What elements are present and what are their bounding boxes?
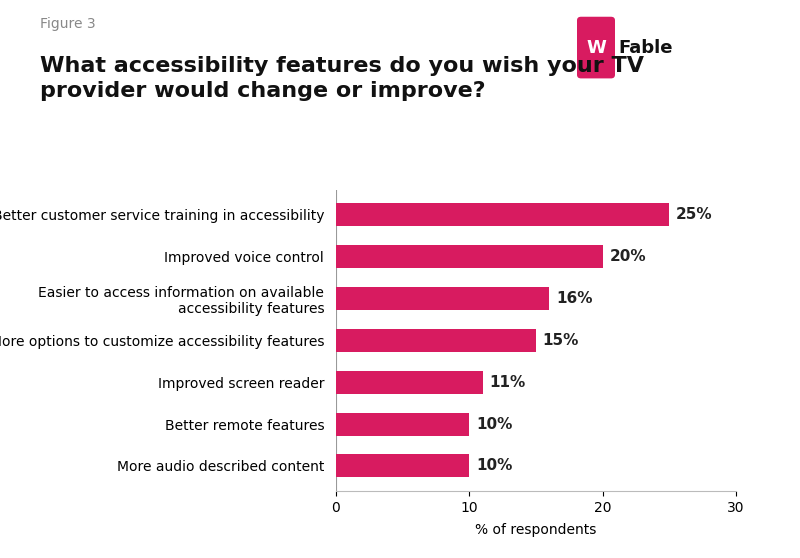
Text: What accessibility features do you wish your TV
provider would change or improve: What accessibility features do you wish … (40, 56, 644, 102)
Text: 10%: 10% (476, 416, 512, 431)
FancyBboxPatch shape (577, 17, 615, 78)
X-axis label: % of respondents: % of respondents (475, 523, 597, 537)
Text: 10%: 10% (476, 458, 512, 473)
Text: Fable: Fable (618, 39, 673, 56)
Bar (336, 371, 482, 394)
Text: 11%: 11% (490, 375, 526, 389)
Text: W: W (586, 39, 606, 56)
Bar (336, 454, 470, 477)
Bar (336, 245, 602, 268)
Bar (336, 329, 536, 352)
Text: 15%: 15% (542, 333, 579, 348)
Text: Figure 3: Figure 3 (40, 17, 96, 31)
Text: 20%: 20% (610, 249, 646, 264)
Bar (336, 412, 470, 436)
Text: 16%: 16% (556, 291, 593, 306)
Bar (336, 287, 550, 310)
Bar (336, 204, 670, 227)
Text: 25%: 25% (676, 208, 713, 223)
